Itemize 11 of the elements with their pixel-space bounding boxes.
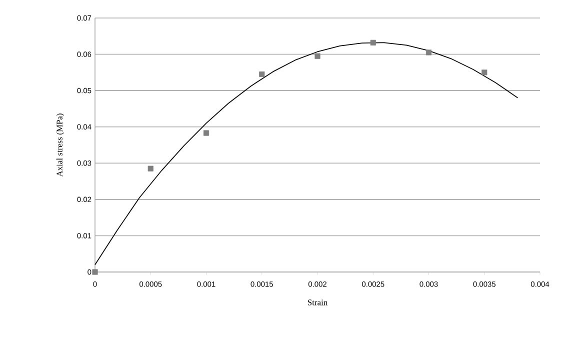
point (92, 269, 98, 275)
line-series (94, 42, 518, 266)
point (370, 40, 376, 46)
y-axis-title: Axial stress (MPa) (56, 114, 64, 177)
point (482, 70, 488, 76)
point (259, 71, 265, 78)
point (314, 53, 320, 59)
point (148, 166, 154, 172)
point (203, 130, 210, 136)
x-axis-title: Strain (308, 300, 328, 306)
point (426, 50, 432, 56)
